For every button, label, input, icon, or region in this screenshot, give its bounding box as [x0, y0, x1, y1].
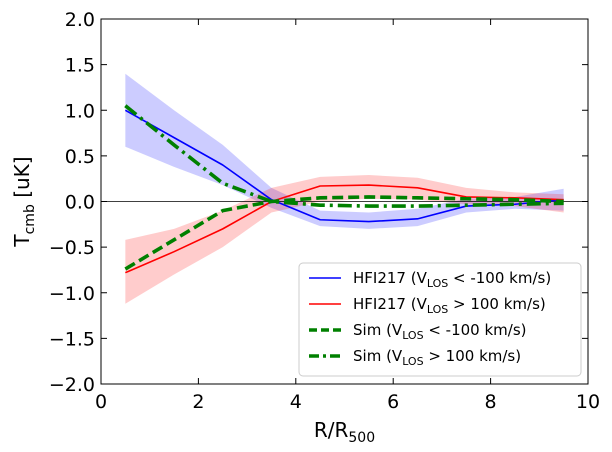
x-axis-label: R/R500: [314, 418, 375, 446]
y-axis-label-sub: cmb: [22, 204, 38, 234]
legend-entry-rest: < -100 km/s): [424, 321, 527, 339]
x-tick-label: 8: [485, 391, 497, 413]
legend-entry-rest: < -100 km/s): [448, 269, 551, 287]
legend-entry-sub: LOS: [402, 329, 423, 342]
band-series-1: [125, 175, 564, 304]
legend-entry-2: Sim (VLOS < -100 km/s): [353, 321, 527, 342]
x-tick-label: 0: [95, 391, 107, 413]
y-tick-label: −2.0: [49, 374, 95, 396]
legend-entry-name: Sim (V: [353, 321, 403, 339]
legend-entry-3: Sim (VLOS > 100 km/s): [353, 347, 521, 368]
y-tick-label: 1.5: [65, 55, 95, 77]
x-tick-label: 2: [192, 391, 204, 413]
y-tick-label: 0.5: [65, 146, 95, 168]
y-tick-label: −0.5: [49, 237, 95, 259]
legend-entry-name: HFI217 (V: [353, 269, 428, 287]
band-series-0: [125, 73, 564, 229]
y-axis-label-base: T: [10, 234, 34, 248]
legend-entry-rest: > 100 km/s): [448, 295, 546, 313]
series-lines: [124, 104, 564, 274]
y-tick-label: 1.0: [65, 100, 95, 122]
x-tick-label: 10: [576, 391, 600, 413]
x-tick-label: 6: [387, 391, 399, 413]
y-tick-label: −1.5: [49, 328, 95, 350]
y-tick-label: 0.0: [65, 192, 95, 214]
y-tick-label: −1.0: [49, 283, 95, 305]
series-line-1: [125, 184, 564, 274]
y-tick-label: 2.0: [65, 9, 95, 31]
legend-entry-1: HFI217 (VLOS > 100 km/s): [353, 295, 546, 316]
legend-entry-name: Sim (V: [353, 347, 403, 365]
legend-entry-sub: LOS: [427, 277, 448, 290]
axes: 0 2 4 6 8 10 −2.0 −1.5 −1.0 −0.5 0.0 0.5 1.0 1.5 2.0 R/…: [10, 9, 600, 446]
series-line-3: [124, 104, 564, 208]
legend-entry-sub: LOS: [427, 303, 448, 316]
legend-entry-name: HFI217 (V: [353, 295, 428, 313]
legend: HFI217 (VLOS < -100 km/s)HFI217 (VLOS > …: [298, 262, 582, 377]
y-axis-label: Tcmb [uK]: [10, 156, 38, 247]
legend-entry-0: HFI217 (VLOS < -100 km/s): [353, 269, 551, 290]
x-axis-label-base: R/R: [314, 418, 349, 442]
legend-entry-sub: LOS: [402, 355, 423, 368]
x-tick-label: 4: [290, 391, 302, 413]
series-line-2: [124, 195, 564, 271]
series-line-0: [124, 109, 564, 223]
confidence-bands: [125, 73, 564, 304]
legend-entry-rest: > 100 km/s): [424, 347, 522, 365]
legend-box: [298, 262, 582, 377]
y-axis-label-unit: [uK]: [10, 156, 34, 204]
x-axis-label-sub: 500: [348, 430, 375, 446]
